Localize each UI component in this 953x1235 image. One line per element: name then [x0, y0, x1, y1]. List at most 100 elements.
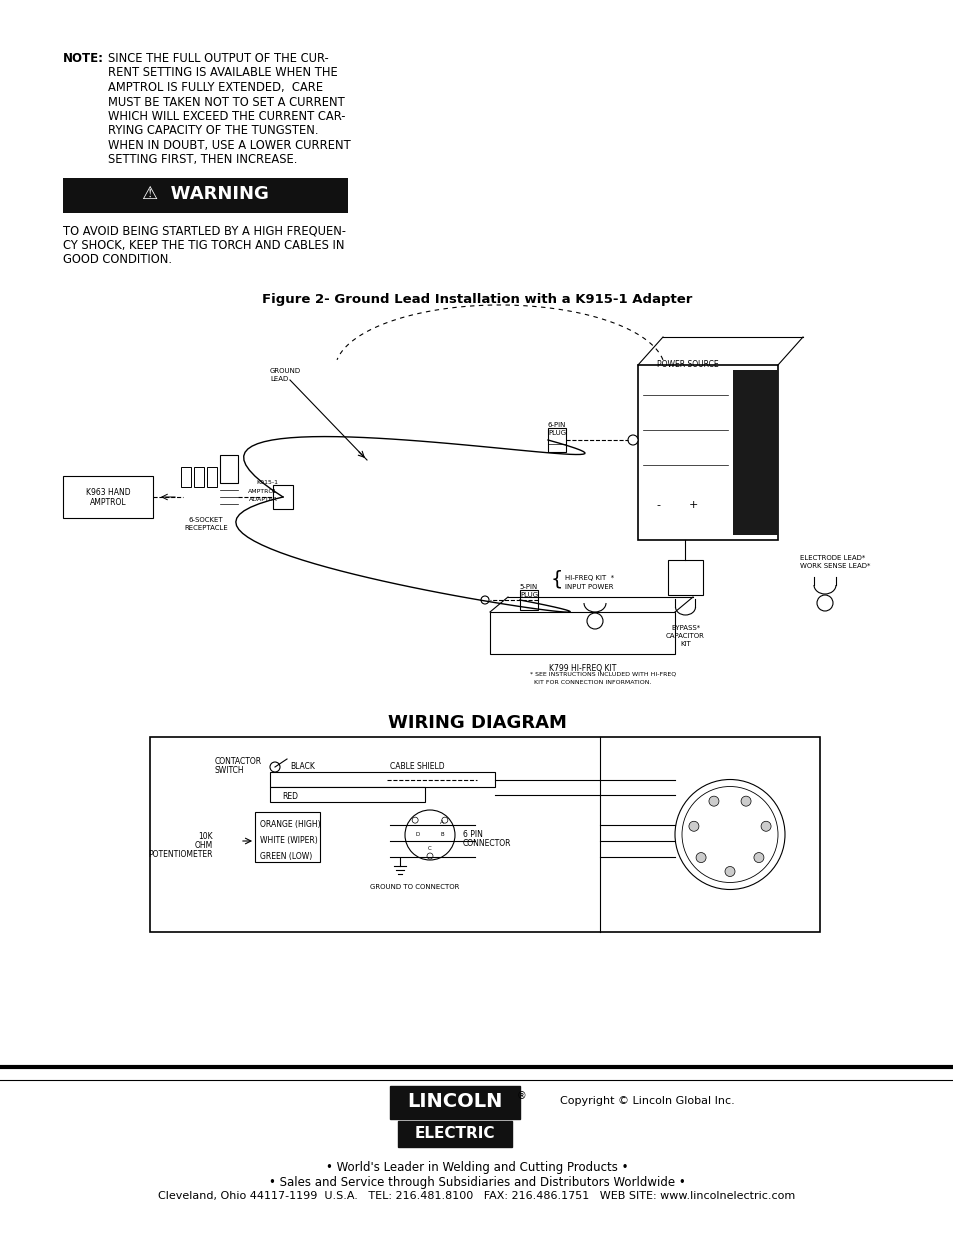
Text: WHICH WILL EXCEED THE CURRENT CAR-: WHICH WILL EXCEED THE CURRENT CAR- — [108, 110, 345, 124]
Circle shape — [270, 762, 280, 772]
Text: KIT: KIT — [679, 641, 690, 647]
Bar — [638, 366, 778, 540]
Text: WIRING DIAGRAM: WIRING DIAGRAM — [387, 714, 566, 732]
Text: BYPASS*: BYPASS* — [670, 625, 700, 631]
Circle shape — [675, 779, 784, 889]
Text: ORANGE (HIGH): ORANGE (HIGH) — [260, 820, 320, 829]
Text: {: { — [550, 569, 562, 589]
Text: RED: RED — [282, 792, 297, 802]
Circle shape — [427, 853, 433, 860]
Text: K915-1: K915-1 — [255, 480, 277, 485]
Text: Figure 2- Ground Lead Installation with a K915-1 Adapter: Figure 2- Ground Lead Installation with … — [261, 293, 692, 306]
Text: RYING CAPACITY OF THE TUNGSTEN.: RYING CAPACITY OF THE TUNGSTEN. — [108, 125, 318, 137]
Text: SETTING FIRST, THEN INCREASE.: SETTING FIRST, THEN INCREASE. — [108, 153, 297, 167]
Text: * SEE INSTRUCTIONS INCLUDED WITH HI-FREQ: * SEE INSTRUCTIONS INCLUDED WITH HI-FREQ — [530, 672, 676, 677]
Text: LEAD: LEAD — [270, 375, 288, 382]
Text: GROUND TO CONNECTOR: GROUND TO CONNECTOR — [370, 884, 459, 890]
Text: RECEPTACLE: RECEPTACLE — [184, 525, 228, 531]
Text: ELECTRODE LEAD*: ELECTRODE LEAD* — [800, 555, 864, 561]
Bar — [732, 370, 778, 535]
Bar — [63, 178, 348, 212]
Text: AMPTROL: AMPTROL — [90, 498, 126, 508]
Text: ELECTRIC: ELECTRIC — [415, 1125, 495, 1140]
Text: • Sales and Service through Subsidiaries and Distributors Worldwide •: • Sales and Service through Subsidiaries… — [269, 1176, 684, 1189]
Bar — [490, 613, 675, 655]
Text: Copyright © Lincoln Global Inc.: Copyright © Lincoln Global Inc. — [559, 1095, 734, 1107]
Bar — [270, 787, 424, 802]
Bar — [270, 772, 495, 787]
Text: BLACK: BLACK — [290, 762, 314, 771]
Bar — [150, 737, 820, 932]
Text: MUST BE TAKEN NOT TO SET A CURRENT: MUST BE TAKEN NOT TO SET A CURRENT — [108, 95, 344, 109]
Text: CONNECTOR: CONNECTOR — [462, 839, 511, 848]
Text: SINCE THE FULL OUTPUT OF THE CUR-: SINCE THE FULL OUTPUT OF THE CUR- — [108, 52, 329, 65]
Circle shape — [753, 852, 763, 862]
Text: ⚠  WARNING: ⚠ WARNING — [142, 184, 269, 203]
Text: WORK SENSE LEAD*: WORK SENSE LEAD* — [800, 563, 869, 569]
Text: K799 HI-FREQ KIT: K799 HI-FREQ KIT — [548, 664, 616, 673]
Circle shape — [586, 613, 602, 629]
Text: WHEN IN DOUBT, USE A LOWER CURRENT: WHEN IN DOUBT, USE A LOWER CURRENT — [108, 140, 351, 152]
Bar — [207, 467, 216, 487]
Text: ®: ® — [517, 1091, 526, 1100]
Text: RENT SETTING IS AVAILABLE WHEN THE: RENT SETTING IS AVAILABLE WHEN THE — [108, 67, 337, 79]
Text: CABLE SHIELD: CABLE SHIELD — [390, 762, 444, 771]
Text: -: - — [656, 500, 659, 510]
Circle shape — [740, 797, 750, 806]
Text: PLUG: PLUG — [547, 430, 565, 436]
Circle shape — [412, 818, 417, 824]
Circle shape — [816, 595, 832, 611]
Circle shape — [688, 821, 699, 831]
Text: CY SHOCK, KEEP THE TIG TORCH AND CABLES IN: CY SHOCK, KEEP THE TIG TORCH AND CABLES … — [63, 240, 344, 252]
Bar — [667, 559, 702, 595]
Bar — [63, 475, 152, 517]
Text: AMPTROL IS FULLY EXTENDED,  CARE: AMPTROL IS FULLY EXTENDED, CARE — [108, 82, 323, 94]
Bar — [390, 1086, 519, 1119]
Text: HI-FREQ KIT  *: HI-FREQ KIT * — [564, 576, 614, 580]
Bar — [519, 590, 537, 610]
Text: CONTACTOR: CONTACTOR — [214, 757, 262, 766]
Bar — [181, 467, 191, 487]
Circle shape — [708, 797, 719, 806]
Text: OHM: OHM — [194, 841, 213, 850]
Circle shape — [760, 821, 770, 831]
Text: AMPTROL: AMPTROL — [248, 489, 277, 494]
Text: GROUND: GROUND — [270, 368, 301, 374]
Bar — [397, 1121, 512, 1147]
Text: LINCOLN: LINCOLN — [407, 1092, 502, 1112]
Text: KIT FOR CONNECTION INFORMATION.: KIT FOR CONNECTION INFORMATION. — [530, 680, 651, 685]
Bar — [254, 811, 319, 862]
Circle shape — [441, 818, 447, 824]
Text: GOOD CONDITION.: GOOD CONDITION. — [63, 253, 172, 266]
Text: SWITCH: SWITCH — [214, 766, 244, 776]
Text: 10K: 10K — [198, 832, 213, 841]
Text: +: + — [688, 500, 697, 510]
Text: CAPACITOR: CAPACITOR — [665, 634, 704, 638]
Text: TO AVOID BEING STARTLED BY A HIGH FREQUEN-: TO AVOID BEING STARTLED BY A HIGH FREQUE… — [63, 225, 346, 238]
Text: 6-PIN: 6-PIN — [547, 422, 565, 429]
Text: D: D — [416, 832, 419, 837]
Circle shape — [681, 787, 778, 883]
Text: NOTE:: NOTE: — [63, 52, 104, 65]
Text: • World's Leader in Welding and Cutting Products •: • World's Leader in Welding and Cutting … — [325, 1161, 628, 1174]
Circle shape — [627, 435, 638, 445]
Circle shape — [724, 867, 734, 877]
Bar — [220, 454, 237, 483]
Circle shape — [696, 852, 705, 862]
Text: ADAPTER: ADAPTER — [249, 496, 277, 501]
Circle shape — [480, 597, 489, 604]
Text: POTENTIOMETER: POTENTIOMETER — [149, 850, 213, 860]
Text: K963 HAND: K963 HAND — [86, 488, 131, 496]
Circle shape — [405, 810, 455, 860]
Bar — [547, 429, 565, 452]
Bar — [273, 485, 293, 509]
Text: C: C — [428, 846, 432, 851]
Text: INPUT POWER: INPUT POWER — [564, 584, 613, 590]
Text: 5-PIN: 5-PIN — [519, 584, 537, 590]
Text: 6 PIN: 6 PIN — [462, 830, 482, 839]
Text: GREEN (LOW): GREEN (LOW) — [260, 852, 312, 861]
Text: Cleveland, Ohio 44117-1199  U.S.A.   TEL: 216.481.8100   FAX: 216.486.1751   WEB: Cleveland, Ohio 44117-1199 U.S.A. TEL: 2… — [158, 1191, 795, 1200]
Text: B: B — [439, 832, 443, 837]
Text: 6-SOCKET: 6-SOCKET — [189, 517, 223, 522]
Text: POWER SOURCE: POWER SOURCE — [657, 359, 718, 369]
